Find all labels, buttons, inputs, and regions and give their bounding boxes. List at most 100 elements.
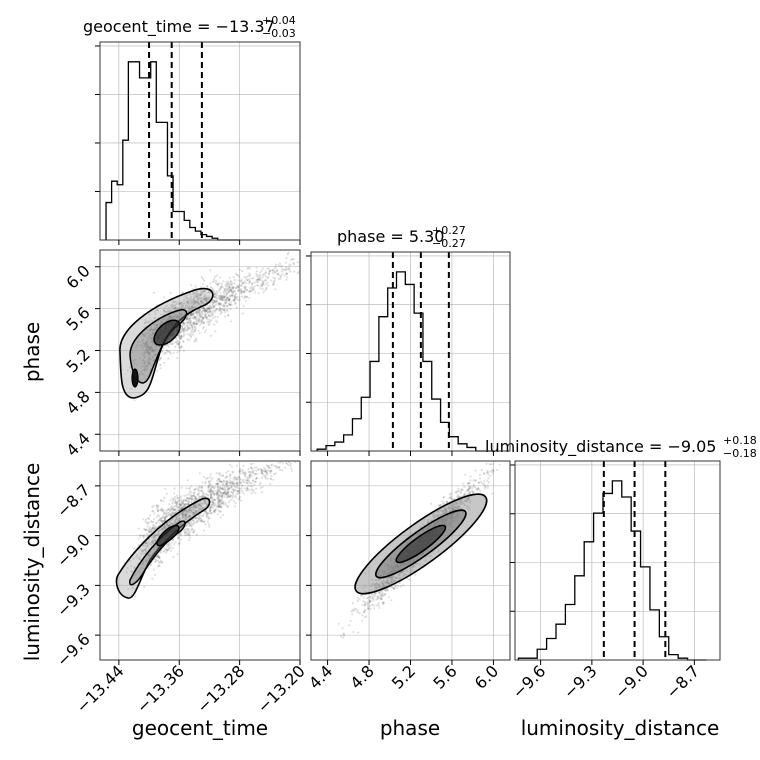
scatter-phase-vs-geocent-time-point: [175, 337, 178, 340]
scatter-phase-vs-geocent-time-point: [205, 310, 208, 313]
scatter-phase-vs-geocent-time-point: [187, 316, 190, 319]
scatter-luminosity-distance-vs-geocent-time-point: [218, 479, 221, 483]
scatter-luminosity-distance-vs-geocent-time-point: [167, 524, 170, 527]
scatter-phase-vs-geocent-time-point: [235, 306, 238, 309]
scatter-luminosity-distance-vs-geocent-time-point: [277, 461, 280, 464]
scatter-phase-vs-geocent-time-point: [203, 309, 207, 312]
scatter-phase-vs-geocent-time-point: [187, 307, 190, 310]
scatter-phase-vs-geocent-time-point: [226, 283, 229, 286]
scatter-phase-vs-geocent-time-point: [191, 331, 195, 334]
scatter-luminosity-distance-vs-geocent-time-point: [180, 504, 183, 507]
scatter-luminosity-distance-vs-geocent-time-point: [200, 490, 203, 493]
scatter-phase-vs-geocent-time-point: [255, 274, 258, 278]
scatter-luminosity-distance-vs-geocent-time-point: [212, 503, 215, 506]
scatter-phase-vs-geocent-time-point: [220, 282, 223, 285]
scatter-phase-vs-geocent-time-point: [199, 292, 202, 295]
scatter-phase-vs-geocent-time-point: [163, 318, 166, 321]
scatter-phase-vs-geocent-time-point: [281, 265, 284, 268]
scatter-phase-vs-geocent-time-point: [197, 309, 200, 312]
scatter-luminosity-distance-vs-geocent-time-xtick-label: −13.36: [133, 661, 188, 716]
scatter-phase-vs-geocent-time-point: [214, 275, 217, 278]
scatter-phase-vs-geocent-time-point: [250, 285, 253, 288]
scatter-phase-vs-geocent-time-point: [266, 267, 269, 270]
scatter-phase-vs-geocent-time-point: [179, 312, 182, 315]
scatter-phase-vs-geocent-time-point: [226, 288, 229, 291]
scatter-luminosity-distance-vs-geocent-time-point: [179, 503, 182, 506]
scatter-phase-vs-geocent-time-point: [243, 297, 246, 300]
scatter-phase-vs-geocent-time-point: [199, 299, 202, 303]
scatter-luminosity-distance-vs-geocent-time-point: [171, 547, 174, 550]
ylabel-luminosity-distance: luminosity_distance: [20, 463, 44, 662]
scatter-phase-vs-geocent-time-point: [160, 320, 163, 323]
scatter-phase-vs-geocent-time-point: [180, 301, 183, 304]
scatter-phase-vs-geocent-time-point: [194, 301, 197, 304]
scatter-phase-vs-geocent-time-point: [152, 350, 155, 353]
scatter-luminosity-distance-vs-geocent-time-point: [219, 516, 222, 519]
scatter-phase-vs-geocent-time-point: [186, 301, 189, 304]
scatter-phase-vs-geocent-time-point: [258, 279, 261, 282]
scatter-phase-vs-geocent-time-point: [237, 289, 240, 292]
scatter-phase-vs-geocent-time-point: [179, 347, 182, 350]
scatter-phase-vs-geocent-time-point: [199, 293, 202, 296]
scatter-luminosity-distance-vs-geocent-time-point: [200, 508, 203, 511]
scatter-phase-vs-geocent-time-point: [147, 350, 150, 353]
scatter-phase-vs-geocent-time-point: [238, 298, 241, 302]
scatter-luminosity-distance-vs-phase-point: [408, 578, 411, 581]
scatter-phase-vs-geocent-time-point: [200, 302, 203, 305]
scatter-luminosity-distance-vs-geocent-time-point: [165, 548, 168, 551]
scatter-phase-vs-geocent-time-point: [242, 290, 245, 293]
scatter-luminosity-distance-vs-geocent-time-point: [203, 520, 206, 523]
scatter-phase-vs-geocent-time-point: [285, 272, 289, 275]
scatter-luminosity-distance-vs-geocent-time-point: [231, 495, 234, 498]
scatter-phase-vs-geocent-time-point: [219, 286, 222, 290]
scatter-phase-vs-geocent-time-point: [223, 295, 227, 298]
scatter-phase-vs-geocent-time-point: [202, 307, 205, 310]
scatter-phase-vs-geocent-time-point: [224, 284, 227, 287]
scatter-luminosity-distance-vs-geocent-time-point: [168, 524, 172, 527]
scatter-phase-vs-geocent-time-point: [165, 344, 168, 347]
scatter-phase-vs-geocent-time-point: [179, 335, 182, 338]
scatter-phase-vs-geocent-time-point: [154, 324, 157, 327]
scatter-phase-vs-geocent-time-point: [200, 291, 203, 294]
plot-layer: −9.6 −9.3 −9.0 −8.74.44.85.25.66.0−13.44 −13…: [53, 41, 721, 717]
scatter-phase-vs-geocent-time-point: [223, 295, 226, 298]
scatter-luminosity-distance-vs-phase-point: [369, 608, 372, 611]
scatter-phase-vs-geocent-time-point: [189, 319, 192, 322]
scatter-luminosity-distance-vs-phase-point: [471, 486, 474, 489]
scatter-phase-vs-geocent-time-point: [229, 289, 232, 292]
scatter-luminosity-distance-vs-geocent-time-point: [157, 555, 161, 559]
scatter-phase-vs-geocent-time-point: [138, 378, 141, 381]
scatter-luminosity-distance-vs-geocent-time-point: [148, 526, 151, 529]
scatter-phase-vs-geocent-time-point: [189, 326, 192, 329]
scatter-luminosity-distance-vs-geocent-time-point: [171, 506, 174, 510]
scatter-phase-vs-geocent-time-point: [238, 283, 241, 287]
scatter-phase-vs-geocent-time-point: [141, 372, 144, 375]
scatter-phase-vs-geocent-time-point: [145, 348, 148, 351]
scatter-luminosity-distance-vs-geocent-time-point: [219, 498, 222, 501]
scatter-luminosity-distance-vs-geocent-time-point: [209, 509, 212, 512]
scatter-phase-vs-geocent-time-point: [153, 354, 156, 357]
scatter-luminosity-distance-vs-geocent-time-point: [158, 556, 161, 559]
scatter-luminosity-distance-vs-geocent-time-point: [185, 487, 188, 490]
scatter-luminosity-distance-vs-geocent-time-point: [207, 523, 210, 526]
scatter-phase-vs-geocent-time-point: [268, 270, 272, 273]
scatter-luminosity-distance-vs-geocent-time-point: [166, 543, 169, 546]
scatter-luminosity-distance-vs-geocent-time-point: [166, 514, 169, 517]
scatter-luminosity-distance-vs-geocent-time-point: [158, 514, 161, 518]
scatter-luminosity-distance-vs-geocent-time-point: [252, 472, 255, 475]
scatter-phase-vs-geocent-time-point: [194, 285, 197, 288]
scatter-luminosity-distance-vs-geocent-time-point: [173, 492, 176, 495]
scatter-luminosity-distance-vs-phase-point: [489, 474, 492, 477]
scatter-phase-vs-geocent-time-point: [173, 300, 176, 303]
scatter-luminosity-distance-vs-geocent-time-point: [249, 462, 252, 466]
scatter-phase-vs-geocent-time-point: [221, 298, 224, 301]
scatter-phase-vs-geocent-time-point: [248, 296, 251, 299]
scatter-luminosity-distance-vs-geocent-time-point: [239, 467, 242, 471]
scatter-phase-vs-geocent-time-point: [230, 289, 233, 292]
scatter-phase-vs-geocent-time-point: [192, 292, 195, 295]
scatter-luminosity-distance-vs-geocent-time-point: [169, 544, 172, 547]
scatter-luminosity-distance-vs-geocent-time-point: [224, 504, 228, 507]
scatter-phase-vs-geocent-time-point: [190, 306, 194, 309]
scatter-phase-vs-geocent-time-point: [183, 327, 186, 330]
scatter-phase-vs-geocent-time-point: [236, 285, 239, 288]
